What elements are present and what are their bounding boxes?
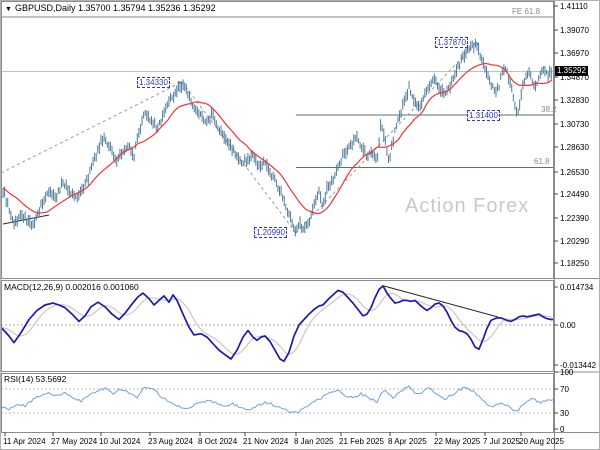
chart-title: ▼ GBPUSD,Daily 1.35700 1.35794 1.35236 1.…: [5, 3, 216, 13]
watermark: Action Forex: [405, 195, 530, 217]
rsi-indicator-label: RSI(14) 53.5692: [4, 374, 67, 384]
chart-title-text: GBPUSD,Daily 1.35700 1.35794 1.35236 1.3…: [14, 3, 216, 13]
current-price-tag: 1.35292: [555, 66, 588, 76]
symbol-dropdown-icon[interactable]: ▼: [5, 6, 12, 13]
macd-indicator-label: MACD(12,26,9) 0.002016 0.001060: [4, 282, 139, 292]
